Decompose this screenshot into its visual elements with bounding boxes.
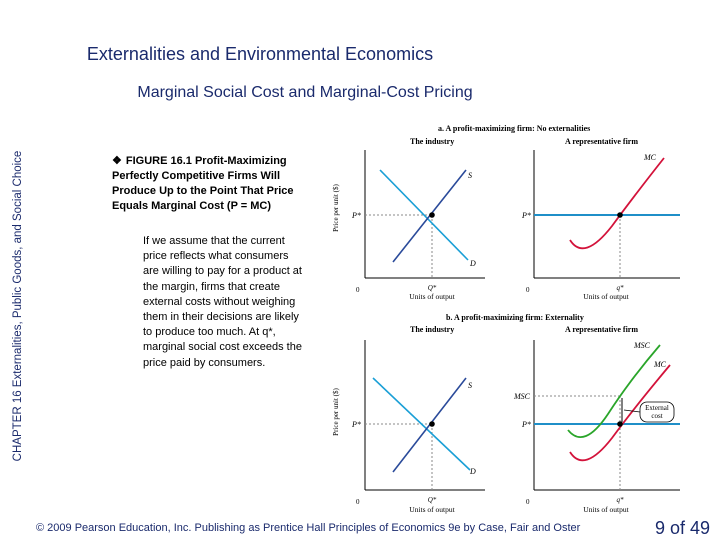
page-title: Externalities and Environmental Economic… (86, 44, 434, 64)
panel-b-right-q-label: q* (617, 496, 625, 504)
panel-a-demand-curve (379, 169, 469, 261)
page-subtitle: Marginal Social Cost and Marginal-Cost P… (137, 84, 473, 101)
panel-b-demand-label: D (469, 467, 476, 476)
panel-b-external-cost-label-1: External (645, 404, 669, 412)
panel-a-title: a. A profit-maximizing firm: No external… (438, 124, 590, 133)
panel-b-mc-label: MC (653, 360, 667, 369)
panel-a-firm-label: A representative firm (565, 137, 638, 146)
chapter-title: Externalities, Public Goods, and Social … (12, 150, 24, 388)
panel-b-left-x-label: Units of output (409, 505, 455, 514)
panel-b-msc-axis-label: MSC (513, 392, 531, 401)
panel-a-mc-curve (569, 157, 665, 250)
panel-b-title: b. A profit-maximizing firm: Externality (446, 313, 584, 322)
panel-a-y-label: Price per unit ($) (332, 184, 340, 232)
panel-b-external-cost-pointer (623, 409, 641, 413)
figure-diagram: a. A profit-maximizing firm: No external… (332, 124, 680, 514)
panel-a-left-x-label: Units of output (409, 292, 455, 301)
panel-b-external-cost-label-2: cost (651, 412, 662, 420)
panel-a-demand-label: D (469, 259, 476, 268)
panel-b-left-equilibrium-point (429, 421, 435, 427)
panel-a-left-q-label: Q* (428, 284, 437, 292)
body-text: If we assume that the current price refl… (143, 235, 302, 369)
chapter-sidebar: CHAPTER 16 Externalities, Public Goods, … (12, 116, 24, 496)
panel-a: a. A profit-maximizing firm: No external… (332, 124, 680, 301)
figure-label: FIGURE 16.1 (125, 155, 192, 167)
panel-b-demand-curve (372, 377, 471, 471)
figure-title: Profit-Maximizing Perfectly Competitive … (112, 155, 294, 212)
panel-b-right-x-label: Units of output (583, 505, 629, 514)
panel-a-right-price-label: P* (521, 211, 531, 220)
panel-a-right-equilibrium-point (617, 212, 623, 218)
panel-b-right-price-label: P* (521, 420, 531, 429)
panel-a-right-q-label: q* (617, 284, 625, 292)
panel-a-left-equilibrium-point (429, 212, 435, 218)
panel-b-msc-curve (567, 344, 661, 439)
panel-a-supply-label: S (468, 171, 472, 180)
panel-a-right-origin: 0 (526, 286, 530, 294)
panel-b-firm-label: A representative firm (565, 325, 638, 334)
chapter-number: CHAPTER 16 (12, 390, 24, 462)
panel-b-y-label: Price per unit ($) (332, 388, 340, 436)
panel-b-industry-label: The industry (410, 325, 454, 334)
panel-a-right-x-label: Units of output (583, 292, 629, 301)
panel-a-left-price-label: P* (351, 211, 361, 220)
panel-a-industry-label: The industry (410, 137, 454, 146)
footer-copyright: © 2009 Pearson Education, Inc. Publishin… (36, 522, 581, 534)
figure-caption: ❖ FIGURE 16.1 Profit-Maximizing Perfectly… (112, 154, 317, 214)
panel-b-left-origin: 0 (356, 498, 360, 506)
panel-b-supply-label: S (468, 381, 472, 390)
panel-b: b. A profit-maximizing firm: Externality… (332, 313, 680, 514)
panel-b-left-price-label: P* (351, 420, 361, 429)
panel-a-left-origin: 0 (356, 286, 360, 294)
panel-b-right-equilibrium-point (617, 421, 623, 427)
page-number: 9 of 49 (655, 518, 711, 538)
panel-b-right-origin: 0 (526, 498, 530, 506)
panel-b-mc-curve (569, 364, 671, 462)
panel-b-left-q-label: Q* (428, 496, 437, 504)
figure-bullet-icon: ❖ (112, 155, 122, 167)
panel-a-mc-label: MC (643, 153, 657, 162)
panel-b-msc-label: MSC (633, 341, 651, 350)
